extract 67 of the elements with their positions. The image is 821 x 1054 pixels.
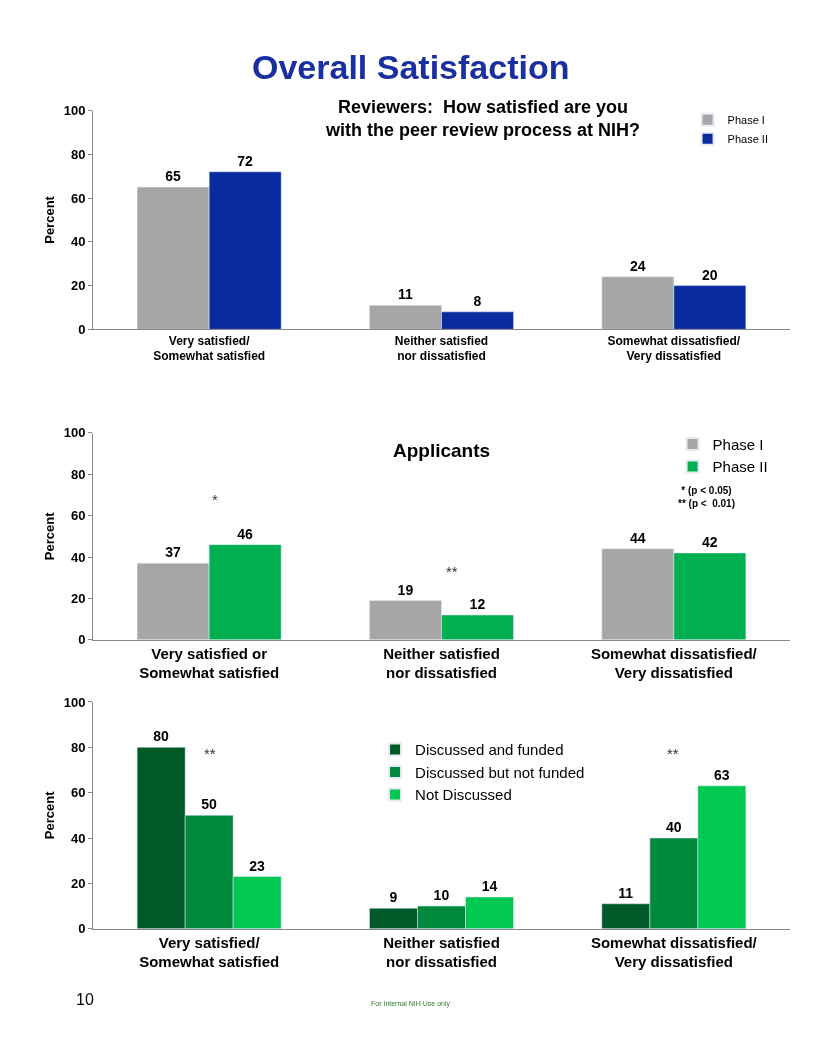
legend-label: Phase I (727, 114, 765, 127)
y-tick-label: 60 (70, 785, 86, 801)
data-label: 12 (469, 596, 486, 613)
legend-label: Discussed but not funded (415, 763, 585, 781)
y-axis-title: Percent (41, 511, 57, 561)
legend-label: Phase II (727, 133, 768, 146)
y-tick-label: 80 (70, 146, 86, 162)
data-label: 50 (201, 796, 218, 813)
y-tick-label: 40 (70, 234, 86, 250)
y-tick-label: 20 (70, 591, 86, 607)
annotation: ** (446, 563, 458, 580)
annotation: * (212, 491, 218, 508)
y-tick-label: 0 (78, 321, 86, 337)
y-axis-title: Percent (41, 195, 57, 244)
y-tick-label: 40 (70, 549, 86, 565)
data-label: 23 (249, 857, 266, 874)
y-tick-label: 60 (70, 508, 86, 524)
annotation: ** (204, 745, 216, 762)
y-tick-label: 100 (63, 694, 86, 710)
x-tick-label: Somewhat dissatisfied/ Very dissatisfied (590, 933, 758, 971)
x-tick-label: Neither satisfied nor dissatisfied (394, 333, 489, 364)
data-label: 20 (701, 266, 718, 283)
x-tick-label: Neither satisfied nor dissatisfied (383, 933, 500, 971)
data-label: 37 (165, 544, 182, 561)
x-tick-label: Neither satisfied nor dissatisfied (383, 644, 500, 682)
y-tick-label: 0 (78, 921, 86, 937)
data-label: 65 (165, 168, 182, 185)
data-label: 80 (153, 728, 170, 745)
y-tick-label: 0 (78, 632, 86, 648)
y-tick-label: 40 (70, 830, 86, 846)
y-tick-label: 80 (70, 739, 86, 755)
x-tick-label: Very satisfied or Somewhat satisfied (139, 644, 280, 682)
y-tick-label: 100 (63, 103, 86, 119)
legend-label: Phase I (712, 435, 764, 453)
data-label: 42 (701, 533, 718, 550)
legend-label: Phase II (712, 458, 768, 476)
data-label: 63 (713, 766, 730, 783)
y-tick-label: 60 (70, 190, 86, 206)
text: 10 (76, 991, 94, 1008)
data-label: 44 (629, 529, 646, 546)
data-label: 14 (481, 877, 498, 894)
annotation: * (p < 0.05) ** (p < 0.01) (678, 485, 735, 509)
data-label: 24 (629, 257, 646, 274)
data-label: 72 (237, 152, 254, 169)
y-tick-label: 80 (70, 466, 86, 482)
y-tick-label: 100 (63, 425, 86, 441)
legend-label: Discussed and funded (415, 741, 564, 759)
data-label: 19 (397, 581, 414, 598)
annotation: ** (667, 745, 679, 762)
x-tick-label: Very satisfied/ Somewhat satisfied (139, 933, 280, 971)
y-tick-label: 20 (70, 875, 86, 891)
chart-title: Applicants (393, 440, 491, 461)
data-label: 9 (389, 889, 398, 906)
data-label: 8 (473, 292, 482, 309)
chart-title: Overall Satisfaction (252, 48, 570, 86)
x-tick-label: Very satisfied/ Somewhat satisfied (153, 333, 266, 364)
chart-subtitle: Reviewers: How satisfied are you with the peer review process at NIH? (325, 97, 641, 141)
data-label: 40 (665, 819, 682, 836)
y-axis-title: Percent (41, 790, 57, 840)
data-label: 11 (397, 286, 413, 303)
x-tick-label: Somewhat dissatisfied/ Very dissatisfied (590, 644, 758, 682)
x-tick-label: Somewhat dissatisfied/ Very dissatisfied (607, 333, 741, 364)
data-label: 11 (618, 884, 634, 901)
data-label: 10 (433, 887, 450, 904)
data-label: 46 (237, 525, 254, 542)
legend-label: Not Discussed (415, 786, 512, 804)
y-tick-label: 20 (70, 278, 86, 294)
